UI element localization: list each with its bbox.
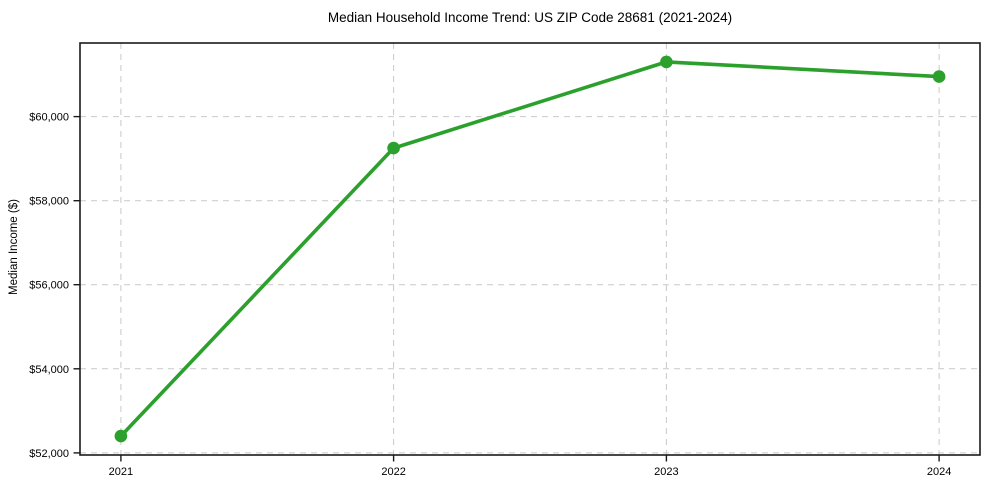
y-axis-label: Median Income ($) xyxy=(8,199,20,295)
chart-title: Median Household Income Trend: US ZIP Co… xyxy=(328,10,732,25)
y-tick-label: $58,000 xyxy=(29,196,69,208)
x-tick-label: 2024 xyxy=(927,466,951,478)
y-tick-label: $52,000 xyxy=(29,448,69,460)
data-point-2021 xyxy=(114,429,128,443)
x-tick-label: 2021 xyxy=(109,466,133,478)
data-point-2022 xyxy=(387,141,400,155)
x-tick-label: 2023 xyxy=(654,466,678,478)
y-tick-label: $60,000 xyxy=(29,112,69,124)
data-point-2024 xyxy=(932,70,946,83)
plot-border xyxy=(79,42,981,456)
y-tick-label: $56,000 xyxy=(29,280,69,292)
y-tick-label: $54,000 xyxy=(29,364,69,376)
data-point-2023 xyxy=(660,55,673,69)
x-tick-label: 2022 xyxy=(381,466,405,478)
trend-line xyxy=(119,60,941,438)
